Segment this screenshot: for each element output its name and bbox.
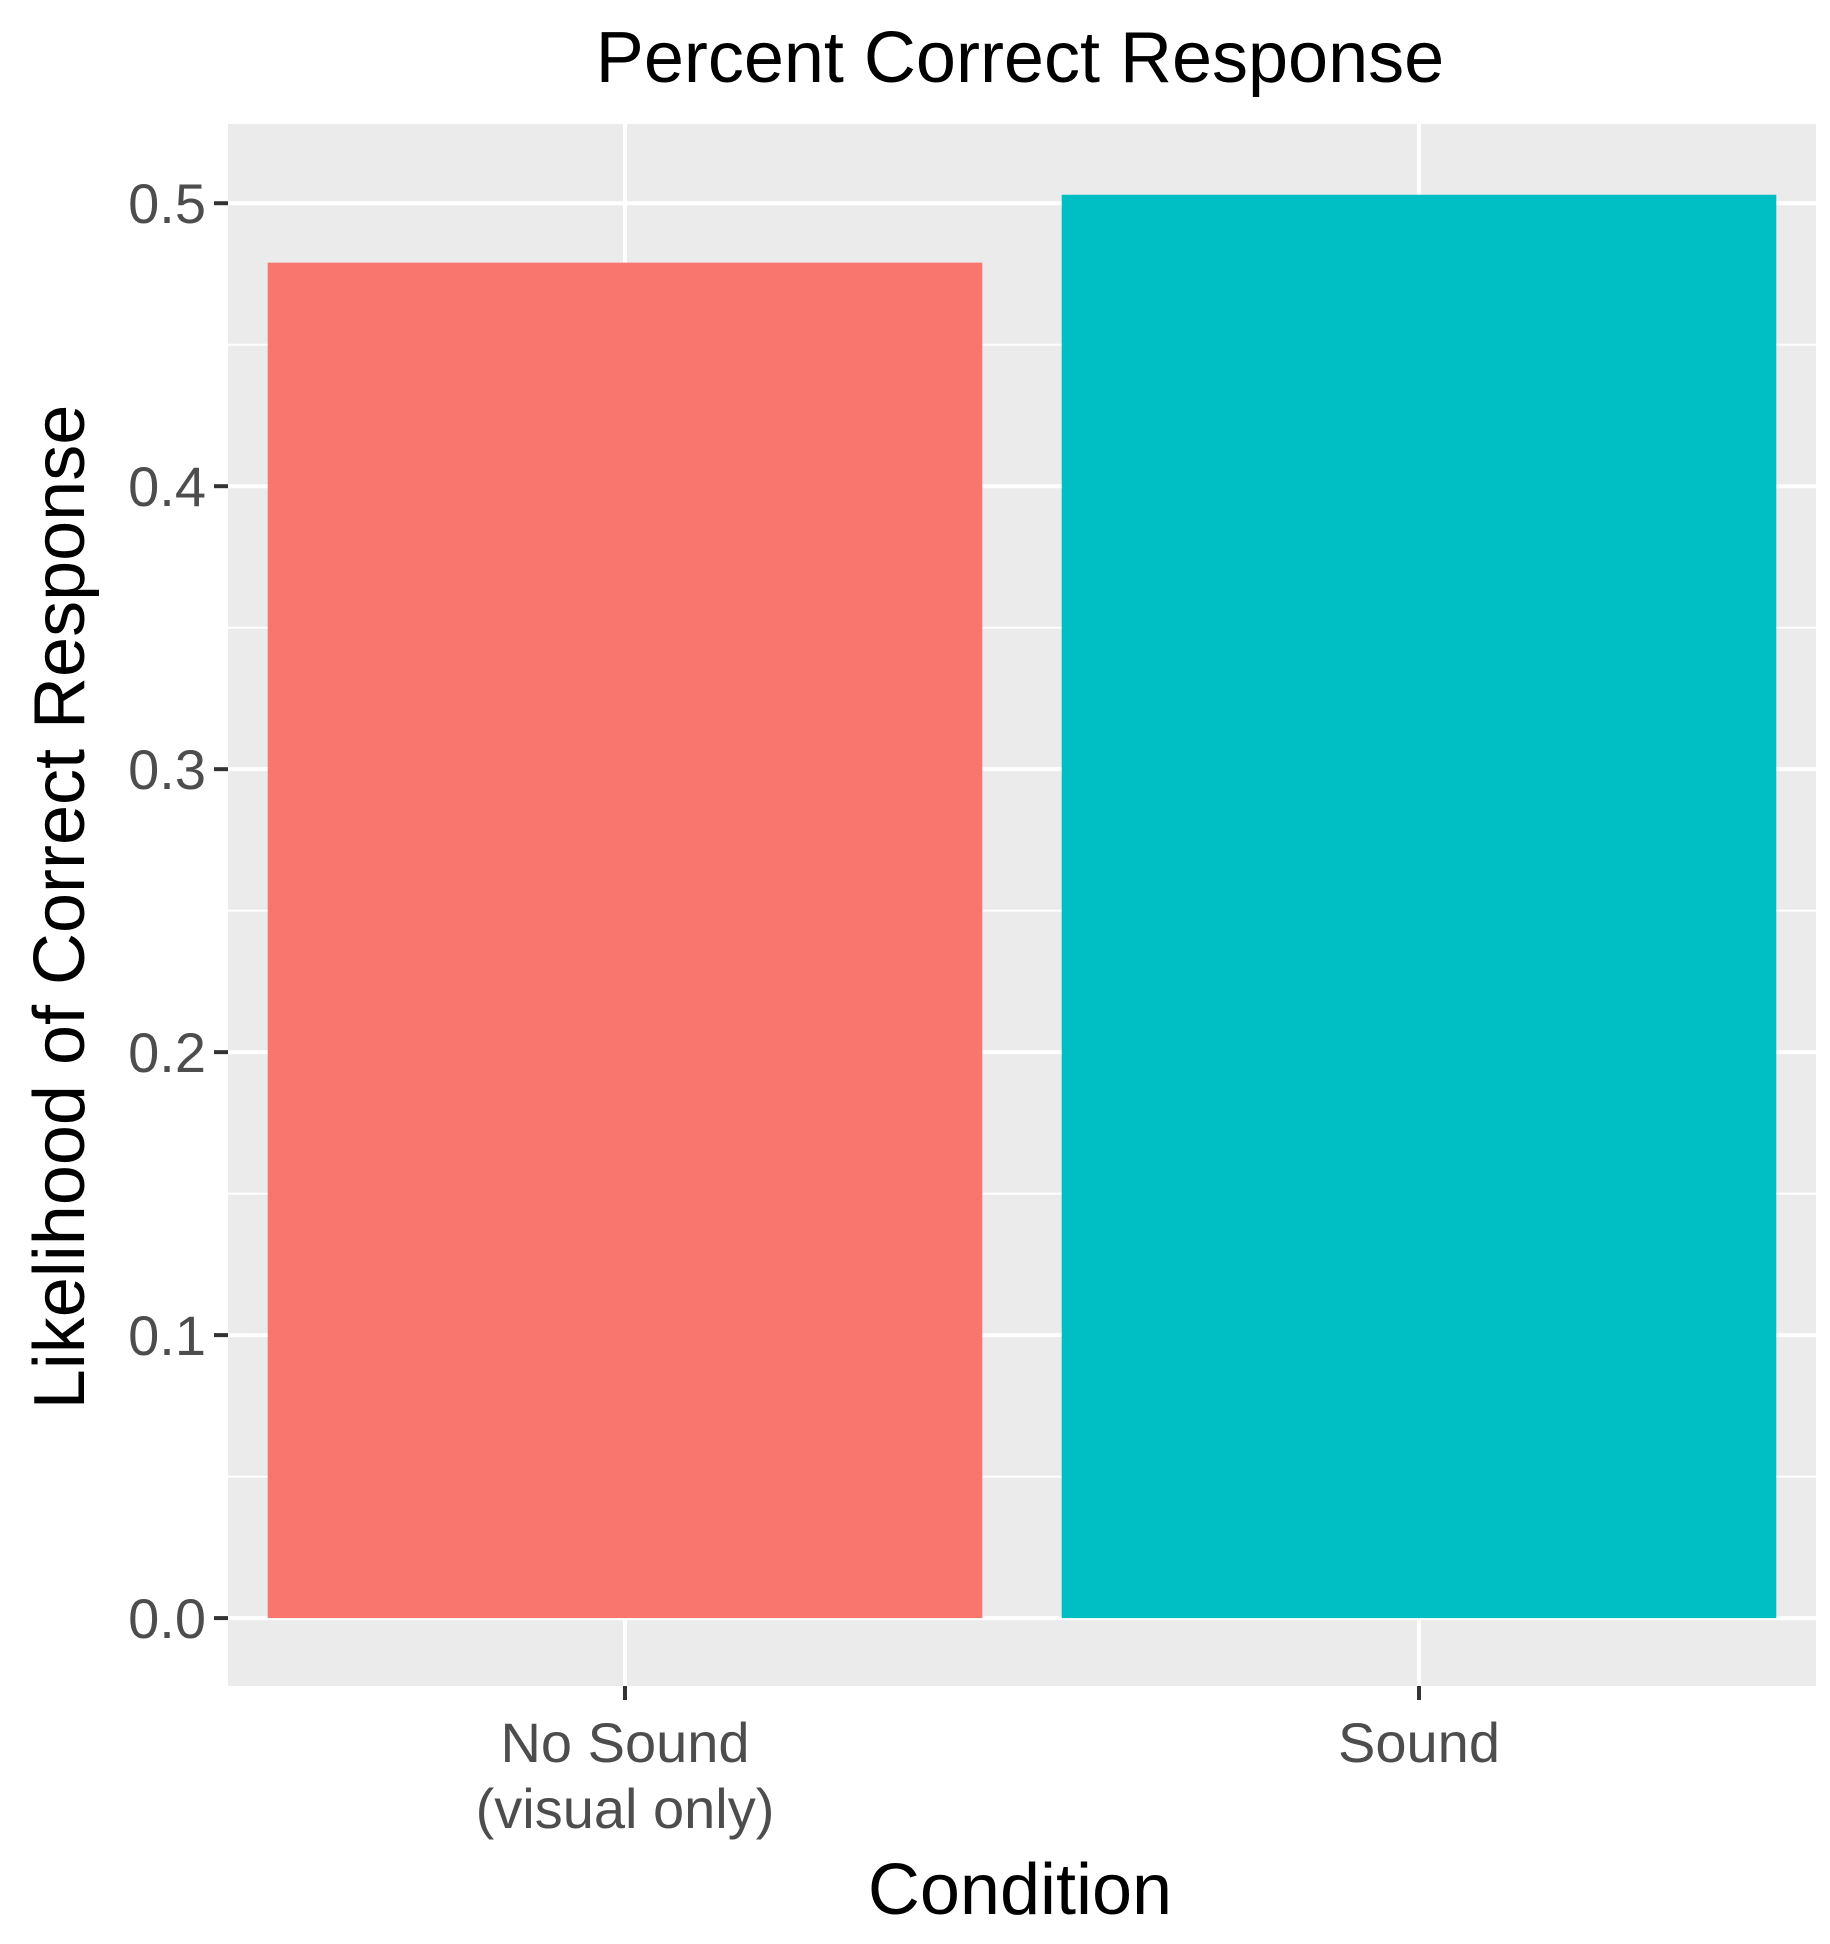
bars (267, 194, 1777, 1619)
chart-title: Percent Correct Response (596, 18, 1444, 98)
x-tick-label: Sound (1338, 1711, 1500, 1774)
x-tick-label-line: Sound (1338, 1711, 1500, 1774)
bar-0 (267, 262, 983, 1619)
x-axis-title: Condition (868, 1850, 1172, 1930)
y-tick-label: 0.5 (128, 172, 206, 235)
y-axis: 0.0 0.1 0.2 0.3 0.4 0.5 (128, 172, 228, 1650)
x-axis: No Sound (visual only) Sound (476, 1686, 1500, 1840)
y-tick-label: 0.0 (128, 1587, 206, 1650)
y-tick-label: 0.2 (128, 1021, 206, 1084)
y-tick-label: 0.1 (128, 1304, 206, 1367)
x-tick-label: No Sound (visual only) (476, 1711, 775, 1840)
y-axis-title: Likelihood of Correct Response (20, 405, 100, 1410)
x-tick-label-line: (visual only) (476, 1777, 775, 1840)
y-tick-label: 0.3 (128, 738, 206, 801)
y-tick-label: 0.4 (128, 455, 206, 518)
x-tick-label-line: No Sound (500, 1711, 749, 1774)
bar-1 (1061, 194, 1777, 1619)
